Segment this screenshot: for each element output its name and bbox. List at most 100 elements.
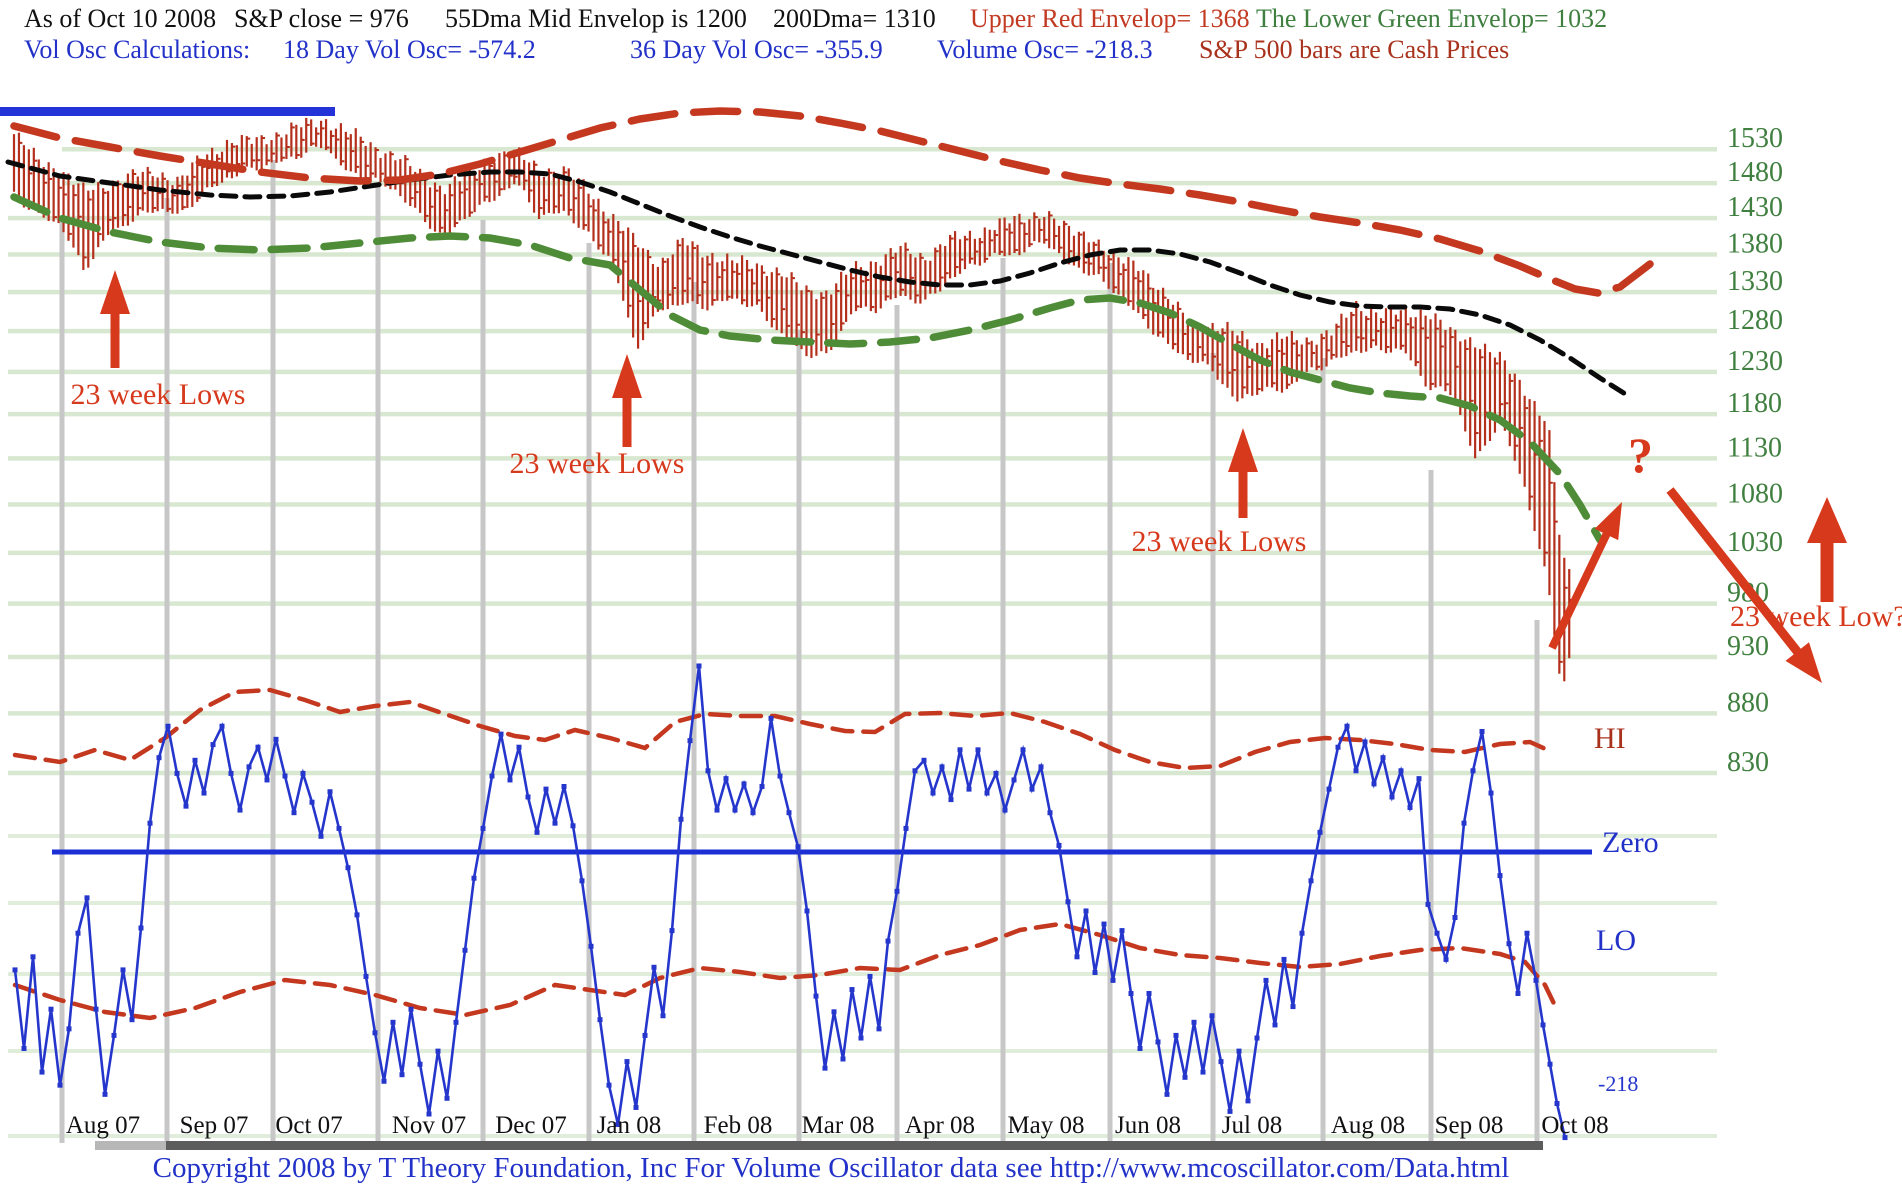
lower-envelope-line: [10, 193, 1604, 544]
price-bar-close-tick: [856, 305, 860, 308]
price-bar: [953, 231, 957, 277]
price-bar-close-tick: [410, 197, 414, 200]
oscillator-marker: [1299, 930, 1305, 936]
price-bar-close-tick: [118, 183, 122, 186]
price-bar-close-tick: [251, 159, 256, 162]
month-label: Nov 07: [392, 1112, 466, 1139]
price-bar: [1548, 430, 1551, 596]
month-label: Apr 08: [905, 1112, 975, 1139]
price-bar-close-tick: [430, 205, 434, 208]
price-bar: [691, 241, 694, 302]
price-bar-close-tick: [43, 181, 48, 184]
price-bar-close-tick: [687, 277, 692, 280]
oscillator-marker: [1308, 878, 1314, 884]
price-bar-close-tick: [1202, 353, 1207, 356]
price-bar-close-tick: [311, 142, 315, 145]
price-bar: [1147, 273, 1150, 329]
annotation-23-week-lows-jan08: 23 week Lows: [509, 447, 685, 480]
price-bar-close-tick: [860, 280, 865, 283]
price-bar: [364, 145, 367, 183]
price-bar: [196, 155, 199, 202]
oscillator-marker: [957, 747, 963, 753]
oscillator-marker: [1281, 956, 1287, 962]
price-bar: [676, 239, 679, 306]
price-bar: [696, 244, 699, 305]
price-bar: [1553, 482, 1556, 636]
price-bar: [72, 184, 75, 248]
price-bar-close-tick: [697, 294, 701, 297]
oscillator-marker: [651, 964, 657, 970]
price-bar: [473, 171, 476, 213]
price-bar: [899, 245, 902, 296]
price-bar: [1033, 212, 1036, 242]
price-bar-close-tick: [1361, 337, 1365, 340]
oscillator-marker: [444, 1095, 450, 1101]
price-bar-close-tick: [271, 152, 275, 155]
price-bar: [879, 265, 882, 309]
price-bar: [1176, 301, 1180, 354]
price-bar-close-tick: [1385, 345, 1390, 348]
oscillator-marker: [462, 947, 468, 953]
price-bar: [780, 276, 783, 334]
price-bar-close-tick: [1499, 403, 1504, 406]
oscillator-marker: [1254, 1035, 1260, 1041]
oscillator-marker: [1425, 901, 1431, 907]
price-bar-close-tick: [246, 137, 251, 140]
price-bar-close-tick: [717, 276, 721, 279]
price-bar-close-tick: [1217, 363, 1221, 366]
price-bar-close-tick: [1321, 337, 1325, 340]
price-bar-close-tick: [1019, 222, 1023, 225]
header-lower-envelope: The Lower Green Envelop= 1032: [1256, 4, 1608, 33]
price-bar: [374, 147, 377, 178]
price-bar-close-tick: [306, 123, 310, 126]
price-bar: [636, 247, 640, 349]
price-bar-close-tick: [444, 209, 449, 212]
price-bar-close-tick: [231, 145, 236, 148]
price-bar-close-tick: [1083, 261, 1088, 264]
oscillator-marker: [408, 1006, 414, 1012]
price-bar: [423, 177, 427, 223]
decline-question-arrow: [1666, 487, 1822, 683]
annotation-23-week-lows-aug07: 23 week Lows: [70, 378, 246, 411]
price-bar-close-tick: [920, 256, 924, 259]
price-bar-close-tick: [960, 258, 964, 261]
price-bar: [1325, 330, 1328, 367]
price-bar: [359, 136, 362, 180]
oscillator-marker: [930, 790, 936, 796]
price-bar: [1503, 360, 1506, 431]
price-bar-close-tick: [638, 300, 642, 303]
price-bar-close-tick: [1346, 344, 1350, 347]
price-bar: [107, 190, 110, 236]
price-bar: [111, 180, 115, 233]
price-bar-close-tick: [722, 269, 726, 272]
oscillator-marker: [1119, 928, 1125, 934]
oscillator-marker: [1398, 768, 1404, 774]
oscillator-marker: [66, 1026, 72, 1032]
price-bar-close-tick: [628, 304, 632, 307]
oscillator-marker: [741, 781, 747, 787]
price-bar: [1166, 299, 1170, 344]
price-bar-close-tick: [88, 198, 92, 201]
price-bar: [1518, 379, 1521, 474]
price-bar-close-tick: [657, 299, 662, 302]
price-bar-close-tick: [345, 137, 350, 140]
price-bar-close-tick: [1093, 243, 1098, 246]
price-bar-close-tick: [1227, 371, 1231, 374]
price-bar: [1048, 211, 1051, 249]
oscillator-marker: [966, 786, 972, 792]
oscillator-marker: [1002, 807, 1008, 813]
price-bar-close-tick: [821, 296, 825, 299]
price-bar-close-tick: [1356, 336, 1360, 339]
oscillator-marker: [120, 967, 126, 973]
oscillator-marker: [129, 1017, 135, 1023]
price-bar-close-tick: [1182, 332, 1187, 335]
month-label: Dec 07: [495, 1112, 567, 1139]
price-bar: [1057, 225, 1061, 254]
price-bar: [646, 249, 650, 329]
oscillator-marker: [597, 1017, 603, 1023]
oscillator-marker: [336, 825, 342, 831]
price-bar-close-tick: [682, 289, 687, 292]
price-bar-close-tick: [702, 281, 706, 284]
oscillator-marker: [984, 790, 990, 796]
price-bar: [572, 179, 575, 224]
